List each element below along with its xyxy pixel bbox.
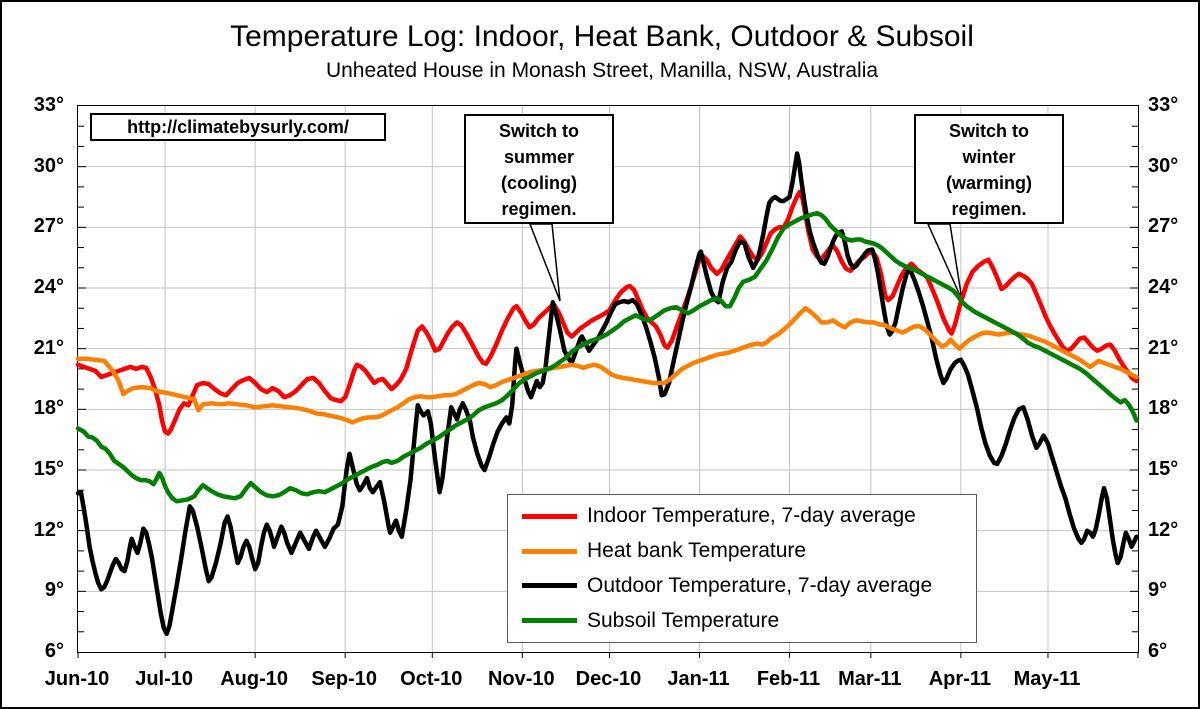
x-tick-label: Feb-11: [756, 668, 821, 690]
annotation-winter-switch: Switch to winter (warming) regimen.: [914, 114, 1064, 224]
x-tick-label: May-11: [1013, 668, 1081, 690]
y-tick-label-right: 15°: [1148, 458, 1179, 480]
x-tick-label: Aug-10: [220, 668, 289, 690]
y-tick-label-left: 30°: [33, 154, 64, 177]
y-tick-label-right: 30°: [1148, 154, 1179, 177]
y-tick-label-left: 27°: [33, 215, 64, 238]
x-tick-label: Oct-10: [400, 668, 463, 690]
legend-label: Indoor Temperature, 7-day average: [587, 504, 916, 528]
watermark-url: http://climatebysurly.com/: [90, 113, 386, 141]
y-tick-label-right: 12°: [1148, 518, 1179, 541]
y-tick-label-right: 27°: [1148, 215, 1179, 238]
series-subsoil-temperature: [75, 210, 1139, 504]
x-tick-label: Sep-10: [311, 668, 377, 690]
legend-label: Subsoil Temperature: [587, 608, 780, 632]
chart-subtitle: Unheated House in Monash Street, Manilla…: [325, 59, 879, 82]
x-tick-label: Jan-11: [667, 668, 730, 690]
legend-label: Outdoor Temperature, 7-day average: [587, 573, 933, 597]
legend-row: Outdoor Temperature, 7-day average: [508, 569, 976, 603]
series-indoor-temperature-day-average: [75, 189, 1139, 436]
annotation-line: Switch to: [499, 121, 579, 141]
legend-row: Indoor Temperature, 7-day average: [508, 499, 976, 533]
legend-row: Heat bank Temperature: [508, 534, 976, 568]
legend-label: Heat bank Temperature: [587, 539, 807, 563]
annotation-line: regimen.: [951, 199, 1027, 219]
annotation-line: Switch to: [949, 121, 1029, 141]
y-tick-label-left: 18°: [33, 397, 64, 420]
y-tick-label-right: 24°: [1148, 276, 1179, 298]
annotation-line: (warming): [945, 173, 1032, 193]
x-tick-label: Nov-10: [487, 668, 555, 690]
legend-line-sample: [522, 618, 577, 624]
y-tick-label-right: 9°: [1148, 579, 1168, 602]
legend-line-sample: [522, 513, 577, 519]
y-tick-label-left: 15°: [33, 458, 64, 480]
chart-title: Temperature Log: Indoor, Heat Bank, Outd…: [230, 20, 974, 53]
y-tick-label-right: 33°: [1148, 94, 1179, 116]
y-tick-label-left: 33°: [33, 94, 64, 116]
y-tick-label-left: 21°: [33, 336, 64, 359]
annotation-line: regimen.: [501, 199, 577, 219]
x-tick-label: Apr-11: [928, 668, 991, 690]
y-tick-label-left: 6°: [44, 640, 64, 662]
y-tick-label-left: 9°: [44, 579, 64, 602]
y-tick-label-right: 6°: [1148, 640, 1168, 662]
annotation-line: winter: [962, 147, 1016, 167]
x-tick-label: Jul-10: [135, 668, 194, 690]
annotation-line: (cooling): [501, 173, 577, 193]
summer-switch-tail: [528, 223, 561, 302]
legend-line-sample: [522, 583, 577, 589]
y-tick-label-right: 18°: [1148, 397, 1179, 420]
legend-line-sample: [522, 548, 577, 554]
x-tick-label: Mar-11: [838, 668, 902, 690]
winter-switch-tail: [926, 223, 963, 301]
x-tick-label: Dec-10: [575, 668, 642, 690]
annotation-line: summer: [503, 147, 575, 167]
series-heat-bank-temperature: [75, 305, 1139, 425]
y-tick-label-right: 21°: [1148, 336, 1179, 359]
y-tick-label-left: 24°: [33, 276, 64, 298]
x-tick-label: Jun-10: [44, 668, 110, 690]
legend-row: Subsoil Temperature: [508, 604, 976, 638]
annotation-summer-switch: Switch to summer (cooling) regimen.: [464, 114, 614, 224]
legend: Indoor Temperature, 7-day average Heat ba…: [507, 494, 977, 643]
y-tick-label-left: 12°: [33, 518, 64, 541]
